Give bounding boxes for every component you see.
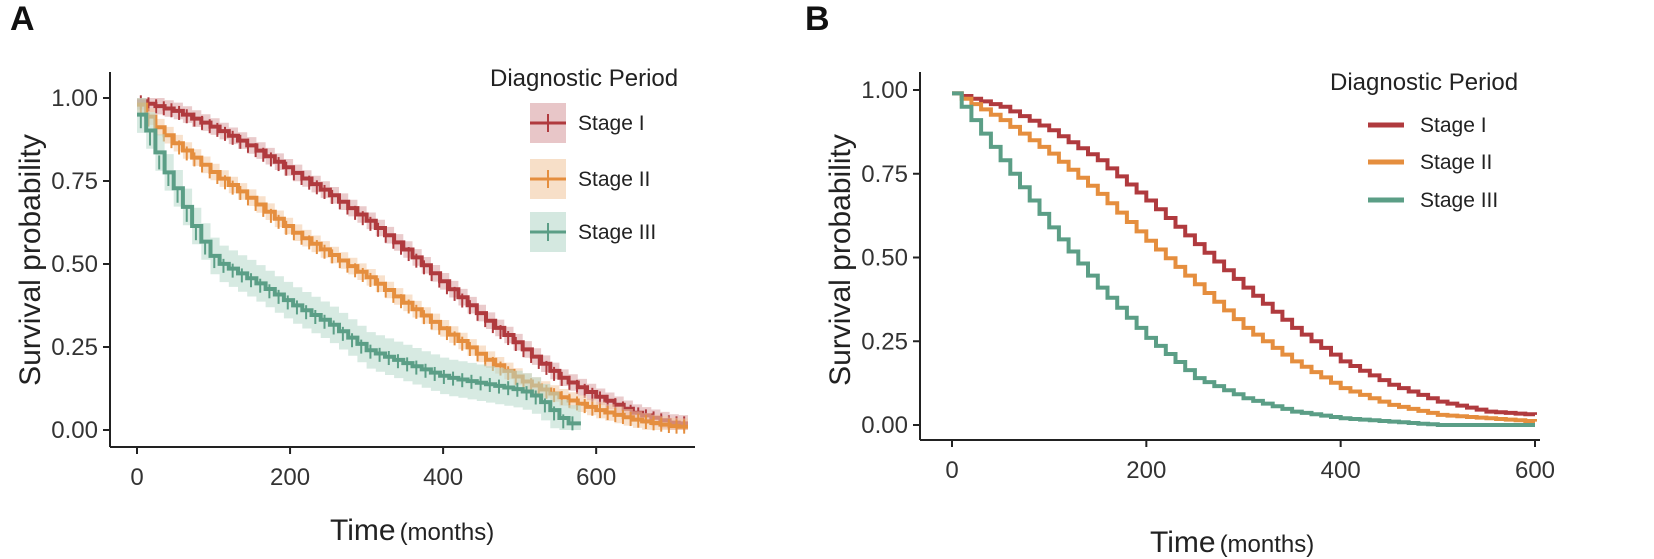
- legend-label-stage-ii: Stage II: [1420, 151, 1492, 174]
- x-tick-label: 400: [1321, 457, 1361, 484]
- x-axis-title: Time (months): [330, 514, 494, 547]
- legend: Diagnostic Period Stage I Stage II Stage II…: [1330, 69, 1518, 212]
- survival-curve-stage-ii: [137, 102, 688, 429]
- legend: Diagnostic Period Stage I Stage II Stage II…: [490, 65, 678, 252]
- x-tick-label: 400: [423, 464, 463, 491]
- y-tick-label: 0.50: [51, 251, 98, 278]
- y-tick-label: 0.00: [861, 412, 908, 439]
- legend-label-stage-i: Stage I: [1420, 114, 1487, 137]
- panel-b: B 0.00 0.25 0.50 0.75 1.00 0 200 400 600 Survival …: [805, 0, 1555, 559]
- legend-title: Diagnostic Period: [490, 65, 678, 92]
- y-tick-label: 1.00: [51, 85, 98, 112]
- survival-curve-stage-i: [952, 91, 1537, 417]
- survival-curve-stage-i: [137, 99, 688, 426]
- legend-title: Diagnostic Period: [1330, 69, 1518, 96]
- y-axis-title: Survival probability: [14, 134, 47, 386]
- x-axis-title-main: Time: [1150, 526, 1216, 559]
- legend-label-stage-iii: Stage III: [578, 221, 656, 244]
- x-tick-label: 200: [1126, 457, 1166, 484]
- x-tick-label: 0: [945, 457, 958, 484]
- legend-label-stage-iii: Stage III: [1420, 189, 1498, 212]
- panel-a: A 0.00 0.25 0.50 0.75 1.00 0 200 400 600 Survival …: [10, 0, 695, 547]
- y-axis-title: Survival probability: [824, 134, 857, 386]
- confidence-band-stage-i: [137, 98, 688, 430]
- x-tick-label: 600: [576, 464, 616, 491]
- x-axis-title: Time (months): [1150, 526, 1314, 559]
- x-tick-label: 200: [270, 464, 310, 491]
- x-axis-title-unit: (months): [400, 519, 495, 546]
- panel-label: B: [805, 0, 830, 38]
- y-tick-label: 0.75: [861, 161, 908, 188]
- legend-label-stage-i: Stage I: [578, 112, 645, 135]
- y-tick-label: 0.25: [51, 334, 98, 361]
- x-axis-title-unit: (months): [1220, 531, 1315, 558]
- x-tick-label: 600: [1515, 457, 1555, 484]
- survival-curve-stage-iii: [952, 91, 1535, 427]
- y-tick-label: 1.00: [861, 77, 908, 104]
- survival-curve-stage-ii: [952, 91, 1537, 423]
- legend-label-stage-ii: Stage II: [578, 168, 650, 191]
- panel-label: A: [10, 0, 35, 38]
- x-axis-title-main: Time: [330, 514, 396, 547]
- y-tick-label: 0.25: [861, 328, 908, 355]
- y-tick-label: 0.75: [51, 168, 98, 195]
- x-tick-label: 0: [130, 464, 143, 491]
- y-tick-label: 0.00: [51, 417, 98, 444]
- y-tick-label: 0.50: [861, 245, 908, 272]
- survival-curve-stage-iii: [137, 112, 581, 426]
